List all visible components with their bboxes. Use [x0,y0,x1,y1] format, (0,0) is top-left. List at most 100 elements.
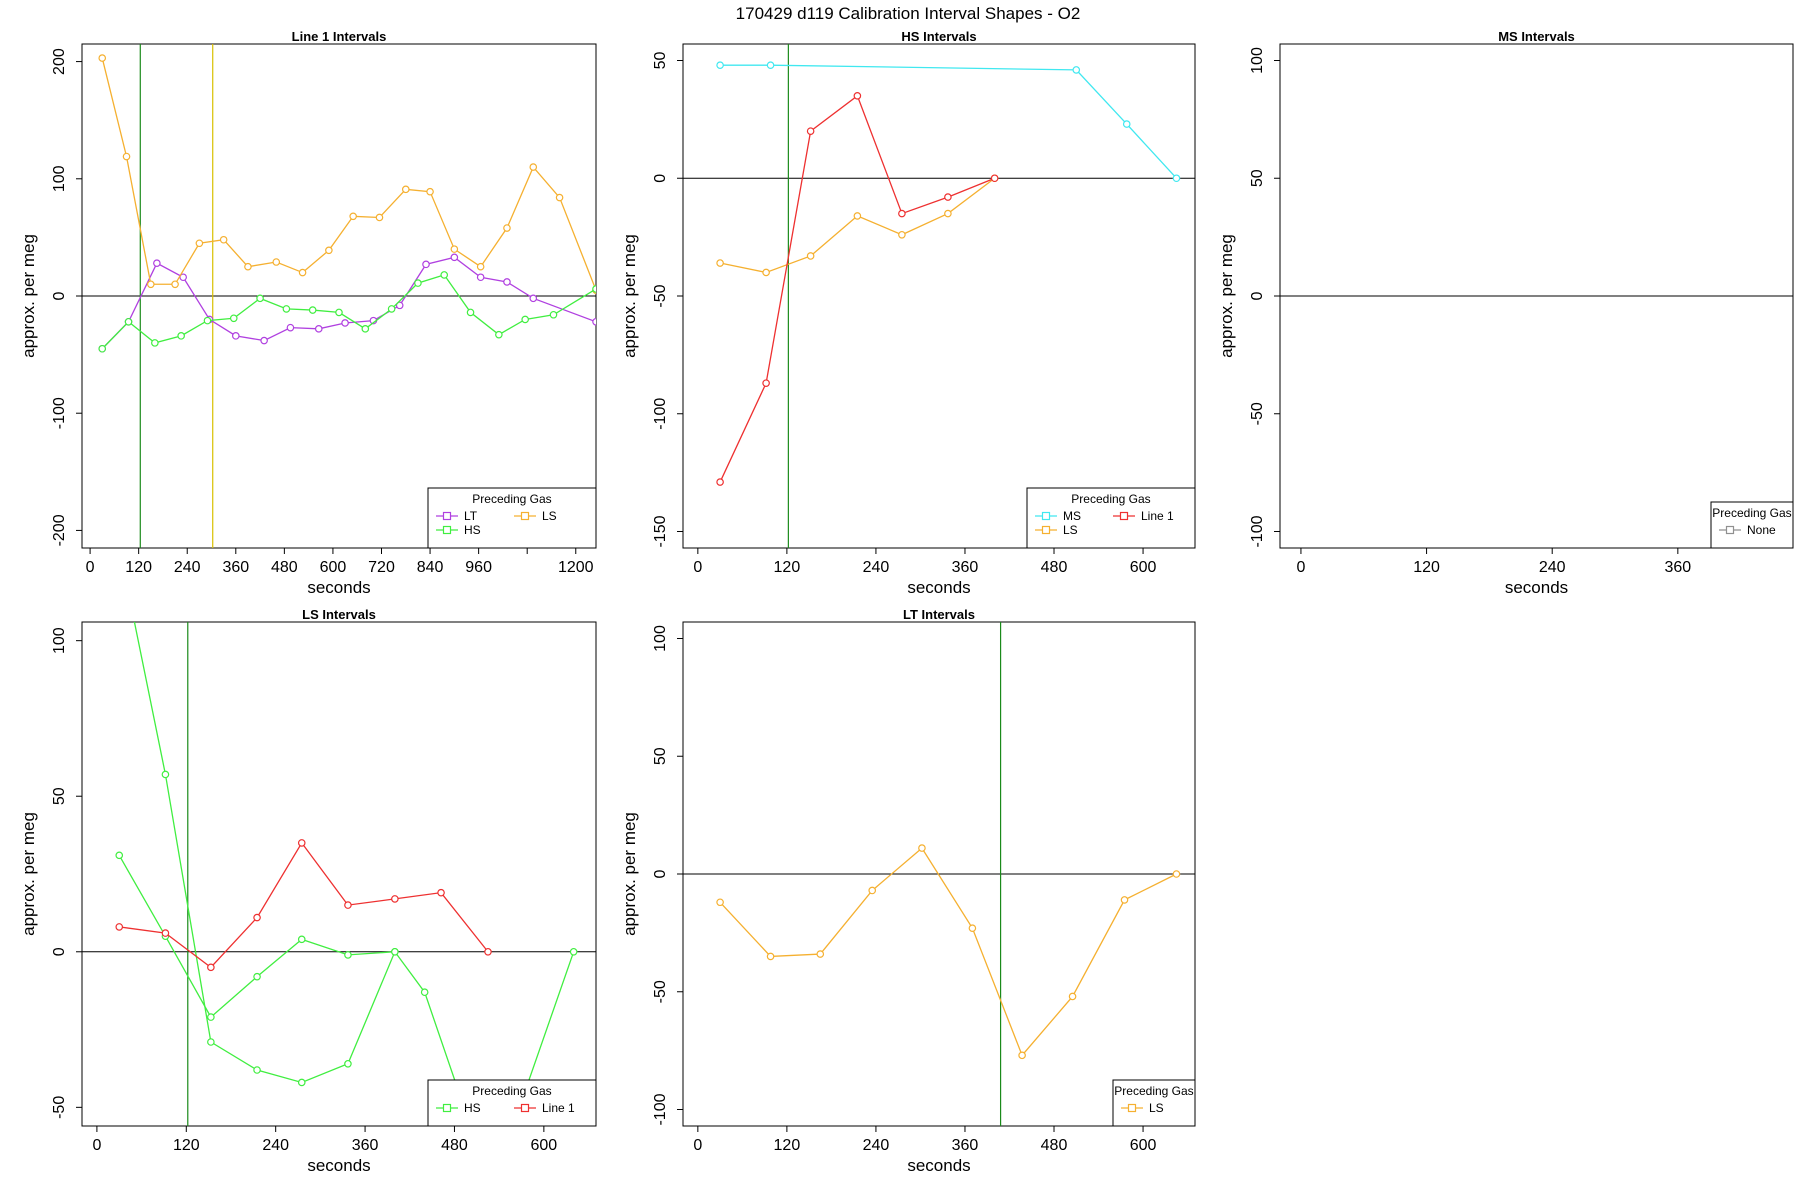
series-ls-point [426,187,434,196]
x-tick-label: 360 [222,559,249,576]
y-axis-label: approx. per meg [1217,234,1236,358]
plot-area [683,44,1195,548]
series-ls-point [766,952,775,961]
series-ls-point [1068,992,1077,1001]
series-hs-point [297,1078,306,1087]
series-ls-line [719,847,1177,1057]
x-tick-label: 960 [465,559,492,576]
y-tick-label: 50 [51,787,68,805]
series-line-1-point [990,174,999,183]
x-tick-label: 480 [1041,559,1068,576]
x-tick-label: 360 [352,1137,379,1154]
series-line-1-point [716,478,724,486]
y-tick-label: 100 [652,625,669,652]
plot-frame [81,621,597,1127]
y-axis-label: approx. per meg [620,812,639,936]
series-hs-point [569,947,578,956]
series-ls [716,844,1181,1060]
series-ls-point [98,54,107,62]
series-line-1-point [806,127,815,135]
series-line-1-point [253,913,261,922]
legend-box [427,487,597,549]
y-tick-label: -100 [1249,515,1266,547]
y-tick-label: 100 [51,627,68,654]
x-axis-label: seconds [907,1156,970,1175]
series-hs [98,271,596,353]
series-ms-point [1122,120,1131,128]
series-ls-point [503,224,511,232]
series-lt-point [450,253,459,262]
figure-title: 170429 d119 Calibration Interval Shapes … [736,4,1081,23]
series-ls-point [147,280,155,289]
legend-entry: LS [1035,523,1078,537]
x-tick-label: 0 [86,559,95,576]
y-tick-label: -50 [1249,402,1266,425]
x-tick-label: 120 [125,559,152,576]
y-tick-label: 100 [51,165,68,192]
series-hs-point [177,332,185,340]
series-lt-point [592,317,596,326]
x-axis-label: seconds [907,578,970,597]
series-ls-point [298,268,307,277]
chart-title: LS Intervals [302,607,376,622]
series-hs-point [521,315,529,324]
legend-label: LS [1149,1101,1164,1115]
series-ms-point [716,61,724,69]
legend-marker-swatch [1725,525,1735,535]
legend-marker-swatch [1041,525,1051,535]
series-ms-point [766,61,775,69]
legend-box [427,1079,597,1127]
legend-label: HS [464,523,481,537]
series-line-1 [716,92,999,486]
series-line-1-point [161,929,170,937]
series-hs-point [207,1038,215,1046]
x-tick-label: 480 [1041,1137,1068,1154]
series-line-1-point [484,947,492,956]
plot-area [683,622,1195,1126]
series-hs-point [256,294,264,303]
y-tick-label: -100 [652,398,669,430]
series-ls-point [806,252,815,260]
series-hs-point [253,1066,261,1074]
series-hs-point [297,935,306,944]
x-tick-label: 0 [1296,559,1305,576]
series-line-1-point [944,193,952,201]
x-tick-label: 120 [774,1137,801,1154]
series-ls-point [375,213,384,222]
series-hs-point [344,1059,352,1068]
series-line-1-point [344,901,352,909]
plot-area [82,622,596,1126]
series-hs-point [115,851,124,860]
series-lt-point [314,325,323,333]
series-ms [716,61,1181,183]
x-tick-label: 240 [1539,559,1566,576]
series-hs-point [592,285,596,293]
y-tick-label: 50 [652,51,669,69]
y-tick-label: -100 [652,1093,669,1125]
series-ls-point [968,924,977,932]
chart-title: LT Intervals [903,607,975,622]
chart-title: HS Intervals [901,29,976,44]
chart-panel-1: Line 1 Intervals 0 120 240 360 480 600 720 840 96… [19,29,597,597]
series-ls-point [1120,896,1129,904]
y-tick-label: 50 [1249,169,1266,187]
legend-label: LT [464,509,478,523]
series-ls-point [716,898,724,907]
legend-label: Line 1 [542,1101,575,1115]
series-ls [716,174,999,277]
series-ls-point [716,259,724,267]
series-ls-point [272,258,281,266]
x-tick-label: 480 [441,1137,468,1154]
plot-area [82,44,596,548]
series-ls-point [349,212,357,221]
x-tick-label: 480 [271,559,298,576]
legend-entry: HS [436,1101,481,1115]
x-axis-label: seconds [1505,578,1568,597]
x-tick-label: 600 [320,559,347,576]
y-tick-label: 200 [51,48,68,75]
series-hs-point [151,339,159,347]
x-tick-label: 240 [863,1137,890,1154]
series-ls-line [101,57,596,291]
y-tick-label: 0 [51,291,68,300]
x-tick-label: 240 [863,559,890,576]
